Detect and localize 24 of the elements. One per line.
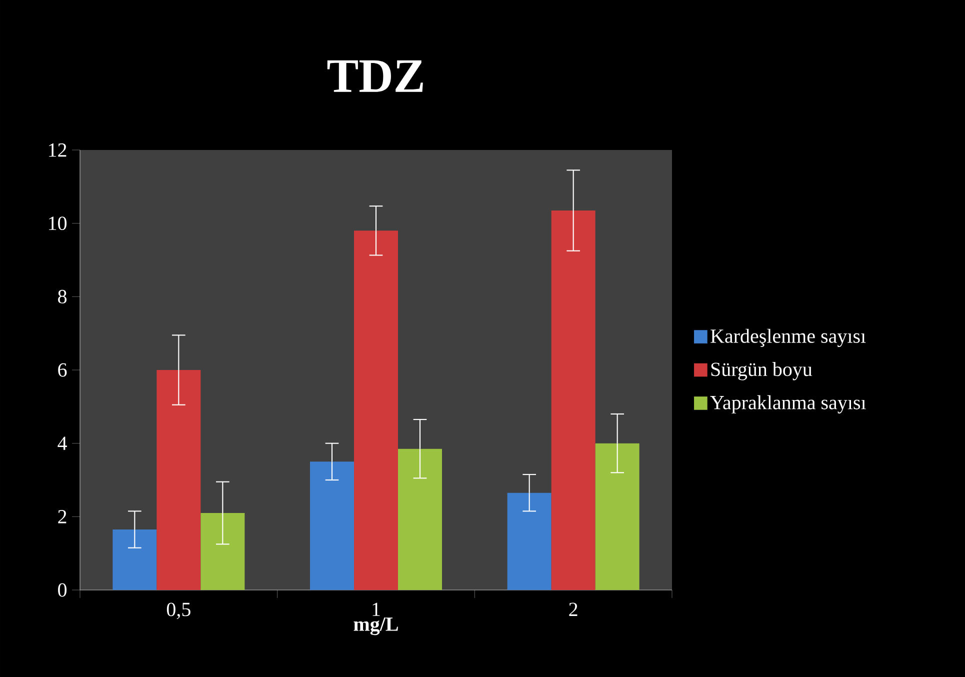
bar xyxy=(310,462,354,590)
bar xyxy=(200,512,245,590)
bar xyxy=(507,492,552,590)
x-tick-label: 1 xyxy=(372,602,380,616)
y-tick-label: 10 xyxy=(49,216,67,230)
y-tick-label: 2 xyxy=(58,510,66,524)
x-tick-label: 0,5 xyxy=(166,602,190,620)
y-tick-label: 8 xyxy=(58,290,67,304)
bar xyxy=(595,443,640,590)
y-tick-label: 6 xyxy=(58,363,67,377)
y-tick-label: 12 xyxy=(49,143,66,157)
y-tick-label: 0 xyxy=(58,583,67,597)
bar xyxy=(398,448,442,590)
x-tick-label: 2 xyxy=(569,602,578,616)
chart-title: TDZ xyxy=(327,60,423,92)
y-tick-label: 4 xyxy=(58,436,67,450)
bar xyxy=(551,210,596,590)
bar xyxy=(112,529,157,590)
legend-label: Kardeşlenme sayısı xyxy=(710,328,866,348)
bar xyxy=(156,370,201,590)
x-axis-title: mg/L xyxy=(354,618,398,636)
bar xyxy=(354,230,398,590)
legend-label: Sürgün boyu xyxy=(711,362,812,380)
legend-label: Yapraklanma sayısı xyxy=(710,395,866,414)
